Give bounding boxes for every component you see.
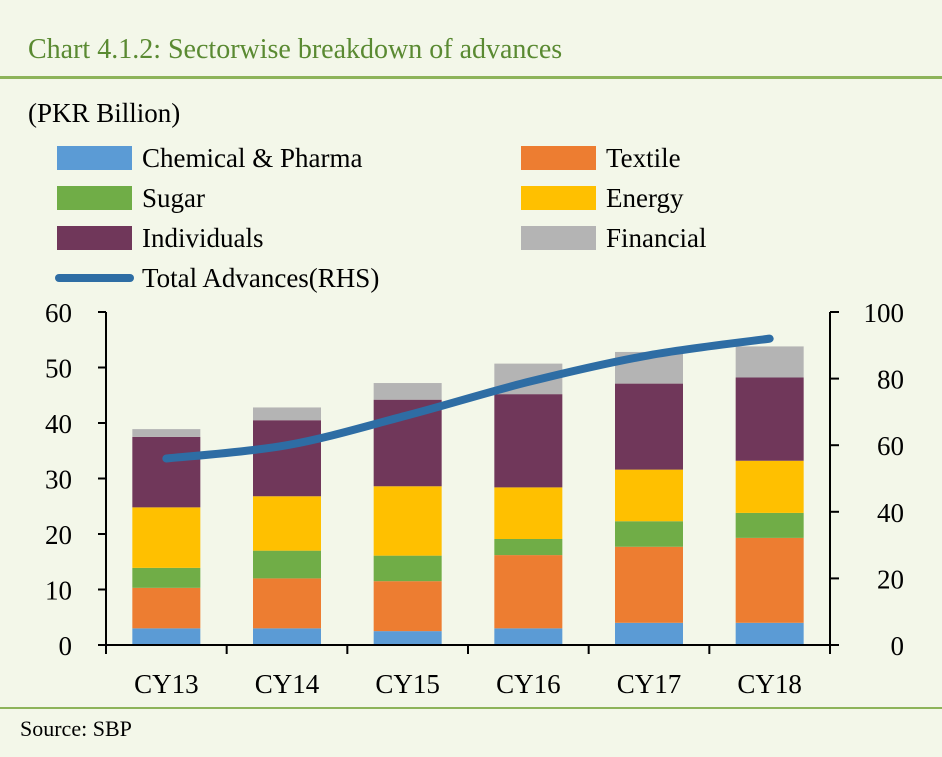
legend-label: Chemical & Pharma xyxy=(142,143,362,173)
bar-segment xyxy=(132,507,201,568)
bar-segment xyxy=(494,538,563,556)
legend-swatch xyxy=(57,186,132,210)
x-tick-label: CY17 xyxy=(617,669,682,699)
y-left-tick-label: 0 xyxy=(59,631,73,661)
legend-swatch xyxy=(57,146,132,170)
y-right-tick-label: 0 xyxy=(891,631,905,661)
y-right-tick-label: 40 xyxy=(877,498,904,528)
bar-segment xyxy=(373,383,442,400)
total-advances-point xyxy=(407,414,409,416)
bar-segment xyxy=(373,555,442,582)
legend-label: Sugar xyxy=(142,183,205,213)
bar-segment xyxy=(132,628,201,645)
bar-segment xyxy=(494,394,563,488)
x-tick-label: CY15 xyxy=(375,669,440,699)
bar-segment xyxy=(373,486,442,556)
x-tick-label: CY16 xyxy=(496,669,561,699)
bar-segment xyxy=(735,537,804,623)
y-right-tick-label: 100 xyxy=(864,298,905,328)
bar-segment xyxy=(253,407,321,421)
source-note: Source: SBP xyxy=(20,716,132,741)
y-left-tick-label: 60 xyxy=(45,298,72,328)
chart-title: Chart 4.1.2: Sectorwise breakdown of adv… xyxy=(28,34,563,65)
bar-segment xyxy=(615,469,683,522)
legend-label: Textile xyxy=(606,143,681,173)
footer-divider xyxy=(0,707,942,709)
bar-segment xyxy=(132,436,201,508)
bar-segment xyxy=(373,581,442,632)
bar-segment xyxy=(132,587,201,629)
x-tick-label: CY14 xyxy=(255,669,320,699)
y-left-tick-label: 30 xyxy=(45,465,72,495)
legend-label: Total Advances(RHS) xyxy=(142,263,379,293)
x-tick-label: CY18 xyxy=(737,669,802,699)
total-advances-point xyxy=(286,444,288,446)
title-divider xyxy=(0,76,942,79)
y-right-tick-label: 80 xyxy=(877,365,904,395)
bar-segment xyxy=(253,420,321,497)
total-advances-line xyxy=(162,334,774,463)
legend-swatch xyxy=(521,186,596,210)
bar-segment xyxy=(253,496,321,551)
total-advances-point xyxy=(527,381,529,383)
y-right-tick-label: 20 xyxy=(877,564,904,594)
legend-swatch xyxy=(521,226,596,250)
bar-segment xyxy=(735,622,804,645)
bar-segment xyxy=(132,429,201,437)
y-left-tick-label: 10 xyxy=(45,576,72,606)
y-right-tick-label: 60 xyxy=(877,431,904,461)
bar-segment xyxy=(615,622,683,645)
bar-segment xyxy=(615,546,683,623)
bar-segment xyxy=(615,383,683,470)
bar-segment xyxy=(494,487,563,539)
legend-label: Financial xyxy=(606,223,706,253)
total-advances-point xyxy=(648,354,650,356)
y-left-tick-label: 50 xyxy=(45,354,72,384)
bar-segment xyxy=(735,460,804,513)
bar-segment xyxy=(373,631,442,645)
unit-label: (PKR Billion) xyxy=(28,98,180,128)
bar-segment xyxy=(735,346,804,378)
bar-segment xyxy=(735,377,804,461)
bar-segment xyxy=(735,512,804,538)
legend-swatch xyxy=(57,226,132,250)
total-advances-point xyxy=(769,338,771,340)
bar-segment xyxy=(494,555,563,629)
total-advances-point xyxy=(165,458,167,460)
y-left-tick-label: 20 xyxy=(45,520,72,550)
bar-segment xyxy=(253,550,321,579)
legend-label: Energy xyxy=(606,183,684,213)
bar-segment xyxy=(132,567,201,588)
bar-segment xyxy=(253,628,321,645)
bar-segment xyxy=(253,578,321,629)
bar-segment xyxy=(494,628,563,645)
legend-swatch xyxy=(521,146,596,170)
bar-segment xyxy=(615,521,683,547)
y-left-tick-label: 40 xyxy=(45,409,72,439)
x-tick-label: CY13 xyxy=(134,669,199,699)
legend-label: Individuals xyxy=(142,223,264,253)
